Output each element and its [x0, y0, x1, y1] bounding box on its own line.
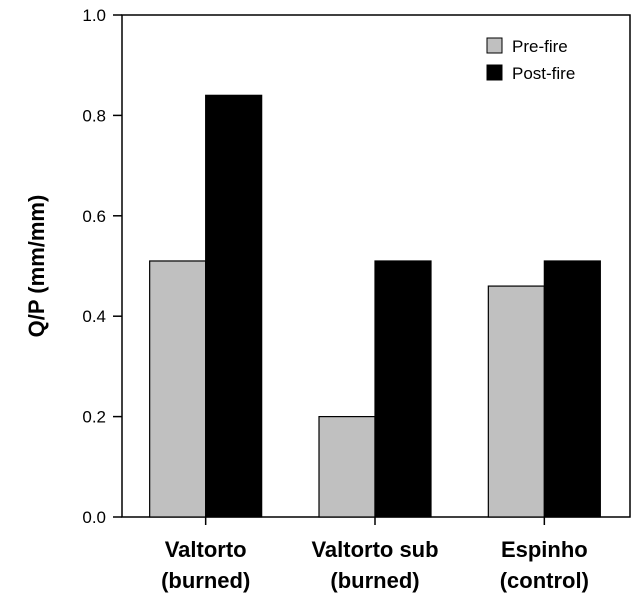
y-tick-label: 1.0 [82, 6, 106, 25]
legend-swatch-post-fire [486, 64, 503, 81]
y-tick-label: 0.2 [82, 408, 106, 427]
bar-post-fire-2 [543, 260, 601, 518]
bar-pre-fire-0 [149, 260, 207, 518]
bar-post-fire-0 [205, 94, 263, 518]
y-tick-label: 0.8 [82, 106, 106, 125]
y-tick-label: 0.6 [82, 207, 106, 226]
x-category-label: (burned) [330, 568, 419, 593]
y-axis-title: Q/P (mm/mm) [24, 195, 49, 338]
x-category-label: Espinho [501, 537, 588, 562]
bar-pre-fire-2 [487, 285, 545, 518]
bar-post-fire-1 [374, 260, 432, 518]
x-category-label: Valtorto [165, 537, 247, 562]
x-category-label: (control) [500, 568, 589, 593]
x-category-label: Valtorto sub [311, 537, 438, 562]
bar-pre-fire-1 [318, 416, 376, 518]
legend-label: Post-fire [512, 64, 575, 83]
y-tick-label: 0.4 [82, 307, 106, 326]
legend-swatch-pre-fire [486, 37, 503, 54]
y-tick-label: 0.0 [82, 508, 106, 527]
x-category-label: (burned) [161, 568, 250, 593]
legend-label: Pre-fire [512, 37, 568, 56]
